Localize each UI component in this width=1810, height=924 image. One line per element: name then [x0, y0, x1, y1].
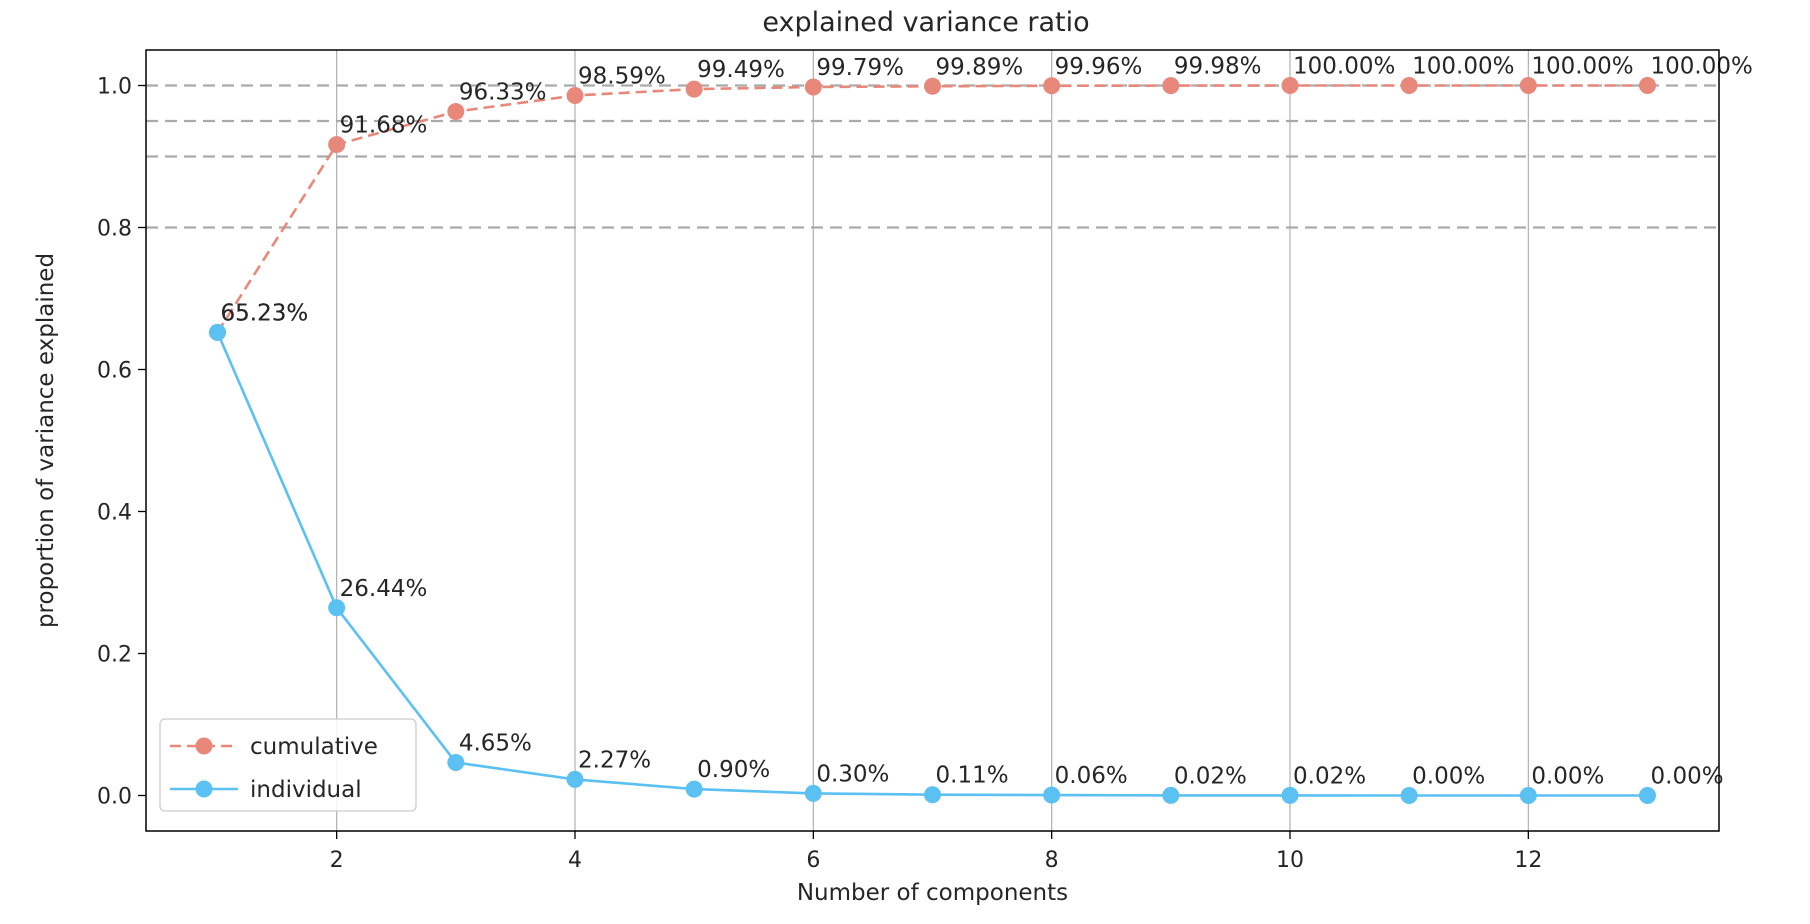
cumulative-value-label: 100.00%: [1412, 54, 1514, 80]
individual-point: [685, 780, 703, 798]
cumulative-value-label: 100.00%: [1651, 54, 1753, 80]
series-layer: [209, 77, 1656, 804]
cumulative-value-label: 96.33%: [459, 80, 547, 106]
cumulative-value-label: 99.89%: [936, 54, 1024, 80]
individual-value-label: 2.27%: [578, 747, 651, 773]
individual-value-label: 0.30%: [816, 761, 889, 787]
y-tick-label: 0.6: [97, 359, 132, 384]
y-tick-label: 0.8: [97, 217, 132, 242]
cumulative-point: [804, 78, 822, 96]
individual-value-label: 0.06%: [1055, 763, 1128, 789]
cumulative-point: [1162, 77, 1180, 95]
individual-value-label: 0.02%: [1174, 763, 1247, 789]
individual-value-label: 0.00%: [1531, 764, 1604, 790]
x-tick-label: 10: [1276, 848, 1304, 873]
cumulative-value-label: 100.00%: [1293, 54, 1395, 80]
grid-layer: [336, 50, 1529, 831]
cumulative-value-label: 98.59%: [578, 64, 666, 90]
chart-title: explained variance ratio: [762, 7, 1089, 38]
individual-point: [447, 753, 465, 771]
legend-label-individual: individual: [250, 777, 362, 803]
individual-value-label: 65.23%: [221, 300, 309, 326]
x-tick-label: 8: [1045, 848, 1059, 873]
individual-point: [1162, 786, 1180, 804]
individual-point: [1519, 787, 1537, 804]
cumulative-value-label: 100.00%: [1531, 54, 1633, 80]
cumulative-point: [1400, 77, 1418, 94]
cumulative-value-label: 99.49%: [697, 57, 785, 83]
y-tick-label: 0.4: [97, 501, 132, 526]
individual-point: [804, 784, 822, 802]
individual-value-label: 0.00%: [1412, 764, 1485, 790]
x-axis-label: Number of components: [797, 880, 1068, 906]
x-tick-label: 12: [1514, 848, 1542, 873]
individual-value-label: 0.11%: [936, 763, 1009, 789]
x-tick-label: 6: [806, 848, 820, 873]
cumulative-line: [216, 84, 1648, 334]
cumulative-point: [1639, 77, 1656, 94]
individual-point: [566, 770, 584, 788]
point-labels: 65.23% 91.68% 96.33% 98.59% 99.49% 99.79% 99.8…: [221, 54, 1753, 790]
cumulative-value-label: 99.79%: [816, 55, 904, 81]
cumulative-value-label: 99.96%: [1055, 54, 1143, 80]
cumulative-point: [566, 87, 584, 105]
individual-line: [216, 331, 1648, 797]
cumulative-point: [924, 77, 941, 95]
plot-frame: [145, 49, 1720, 832]
reference-lines: [146, 84, 1719, 229]
cumulative-point: [1519, 77, 1537, 94]
x-tick-label: 2: [330, 848, 344, 873]
cumulative-point: [328, 136, 346, 154]
individual-point: [209, 323, 226, 341]
y-tick-label: 0.0: [97, 785, 132, 810]
y-tick-label: 1.0: [97, 75, 132, 100]
individual-value-label: 0.02%: [1293, 763, 1366, 789]
individual-point: [328, 599, 346, 617]
individual-point: [1281, 786, 1299, 804]
legend-swatch-marker-individual: [195, 780, 213, 798]
axis-ticks: 2 4 6 8 10 12 0.0 0.2 0.4 0.6 0.8 1.0: [97, 75, 1542, 874]
legend: cumulative individual: [159, 718, 417, 812]
cumulative-point: [447, 103, 465, 121]
individual-point: [1043, 786, 1061, 804]
x-tick-label: 4: [568, 848, 582, 873]
cumulative-point: [1043, 77, 1061, 95]
cumulative-point: [685, 80, 703, 98]
y-axis-label: proportion of variance explained: [33, 253, 59, 628]
individual-value-label: 0.00%: [1651, 764, 1724, 790]
cumulative-value-label: 91.68%: [340, 113, 428, 139]
individual-point: [924, 786, 941, 804]
individual-value-label: 0.90%: [697, 757, 770, 783]
cumulative-point: [1281, 77, 1299, 94]
y-tick-label: 0.2: [97, 643, 132, 668]
individual-point: [1639, 787, 1656, 804]
legend-label-cumulative: cumulative: [250, 734, 378, 760]
individual-value-label: 4.65%: [459, 730, 532, 756]
cumulative-value-label: 65.23%: [221, 300, 309, 326]
cumulative-value-label: 99.98%: [1174, 54, 1262, 80]
legend-swatch-marker-cumulative: [195, 737, 213, 755]
individual-value-label: 26.44%: [340, 576, 428, 602]
individual-point: [1400, 787, 1418, 804]
